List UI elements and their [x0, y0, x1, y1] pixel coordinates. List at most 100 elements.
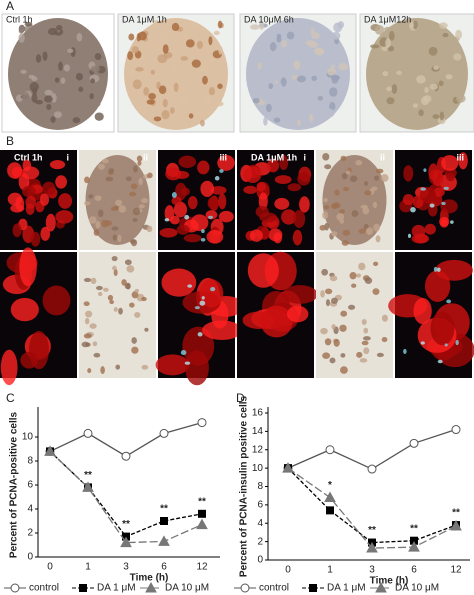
texture: [180, 350, 187, 356]
texture: [180, 56, 189, 61]
texture: [217, 20, 223, 29]
texture: [58, 193, 73, 209]
texture: [84, 201, 91, 206]
texture: [197, 160, 210, 175]
texture: [138, 204, 145, 209]
texture: [162, 98, 168, 108]
y-tick-label: 2: [27, 528, 33, 539]
texture: [372, 288, 380, 295]
texture: [446, 65, 454, 70]
texture: [325, 299, 331, 307]
texture: [370, 44, 380, 49]
marker: [121, 451, 131, 461]
texture: [111, 255, 118, 262]
texture: [178, 96, 189, 106]
texture: [273, 117, 281, 123]
texture: [144, 327, 149, 332]
texture: [25, 195, 37, 209]
texture: [441, 155, 459, 171]
texture: [201, 296, 205, 300]
marker: [197, 418, 207, 428]
texture: [416, 75, 426, 84]
texture: [164, 205, 175, 222]
y-tick-label: 0: [257, 555, 263, 566]
texture: [105, 176, 114, 182]
texture: [420, 341, 425, 345]
texture: [261, 97, 268, 102]
texture: [310, 27, 315, 36]
texture: [42, 285, 71, 316]
texture: [29, 330, 49, 370]
texture: [46, 103, 52, 111]
texture: [383, 26, 394, 32]
texture: [183, 233, 202, 243]
texture: [93, 352, 101, 358]
y-tick-label: 0: [27, 552, 33, 563]
texture: [76, 32, 83, 42]
texture: [131, 291, 139, 299]
texture: [132, 207, 141, 216]
texture: [259, 212, 278, 223]
texture: [24, 24, 35, 34]
texture: [281, 40, 288, 48]
texture: [101, 219, 109, 228]
texture: [432, 114, 440, 119]
texture: [424, 223, 436, 235]
texture: [161, 268, 197, 297]
x-tick-label: 3: [123, 562, 129, 573]
texture: [47, 27, 58, 36]
texture: [202, 320, 242, 341]
texture: [165, 167, 182, 181]
texture: [345, 170, 351, 175]
significance: **: [368, 525, 376, 536]
texture: [403, 348, 407, 355]
texture: [296, 119, 301, 127]
texture: [439, 111, 445, 121]
texture: [161, 36, 168, 42]
texture: [197, 332, 203, 337]
texture: [60, 77, 66, 84]
texture: [396, 70, 402, 76]
texture: [340, 155, 347, 161]
subpanel-label: i: [303, 152, 306, 162]
texture: [340, 353, 346, 358]
texture: [72, 117, 81, 124]
texture: [385, 38, 391, 48]
texture: [373, 223, 380, 232]
texture: [443, 186, 449, 190]
texture: [202, 75, 208, 85]
texture: [171, 196, 182, 206]
texture: [322, 153, 330, 161]
texture: [125, 176, 132, 182]
texture: [257, 62, 262, 70]
texture: [0, 349, 18, 386]
texture: [432, 170, 444, 187]
texture: [268, 83, 274, 89]
texture: [180, 187, 190, 196]
texture: [98, 85, 104, 94]
texture: [147, 172, 153, 179]
texture: [173, 201, 188, 218]
texture: [412, 103, 418, 108]
texture: [141, 364, 149, 370]
y-tick-label: 8: [27, 456, 33, 467]
texture: [53, 111, 62, 119]
texture: [402, 194, 414, 206]
marker: [309, 584, 317, 592]
legend-label: DA 1 μM: [97, 583, 136, 594]
texture: [439, 22, 448, 29]
marker: [367, 464, 377, 474]
texture: [456, 94, 466, 103]
texture: [157, 31, 166, 38]
texture: [20, 69, 27, 74]
y-tick-label: 10: [22, 432, 34, 443]
texture: [208, 36, 213, 46]
texture: [446, 299, 452, 304]
texture: [12, 223, 22, 238]
texture: [44, 95, 53, 103]
texture: [297, 172, 311, 186]
y-tick-label: 4: [27, 504, 33, 515]
texture: [268, 228, 283, 242]
texture: [269, 41, 277, 52]
texture: [329, 101, 336, 111]
